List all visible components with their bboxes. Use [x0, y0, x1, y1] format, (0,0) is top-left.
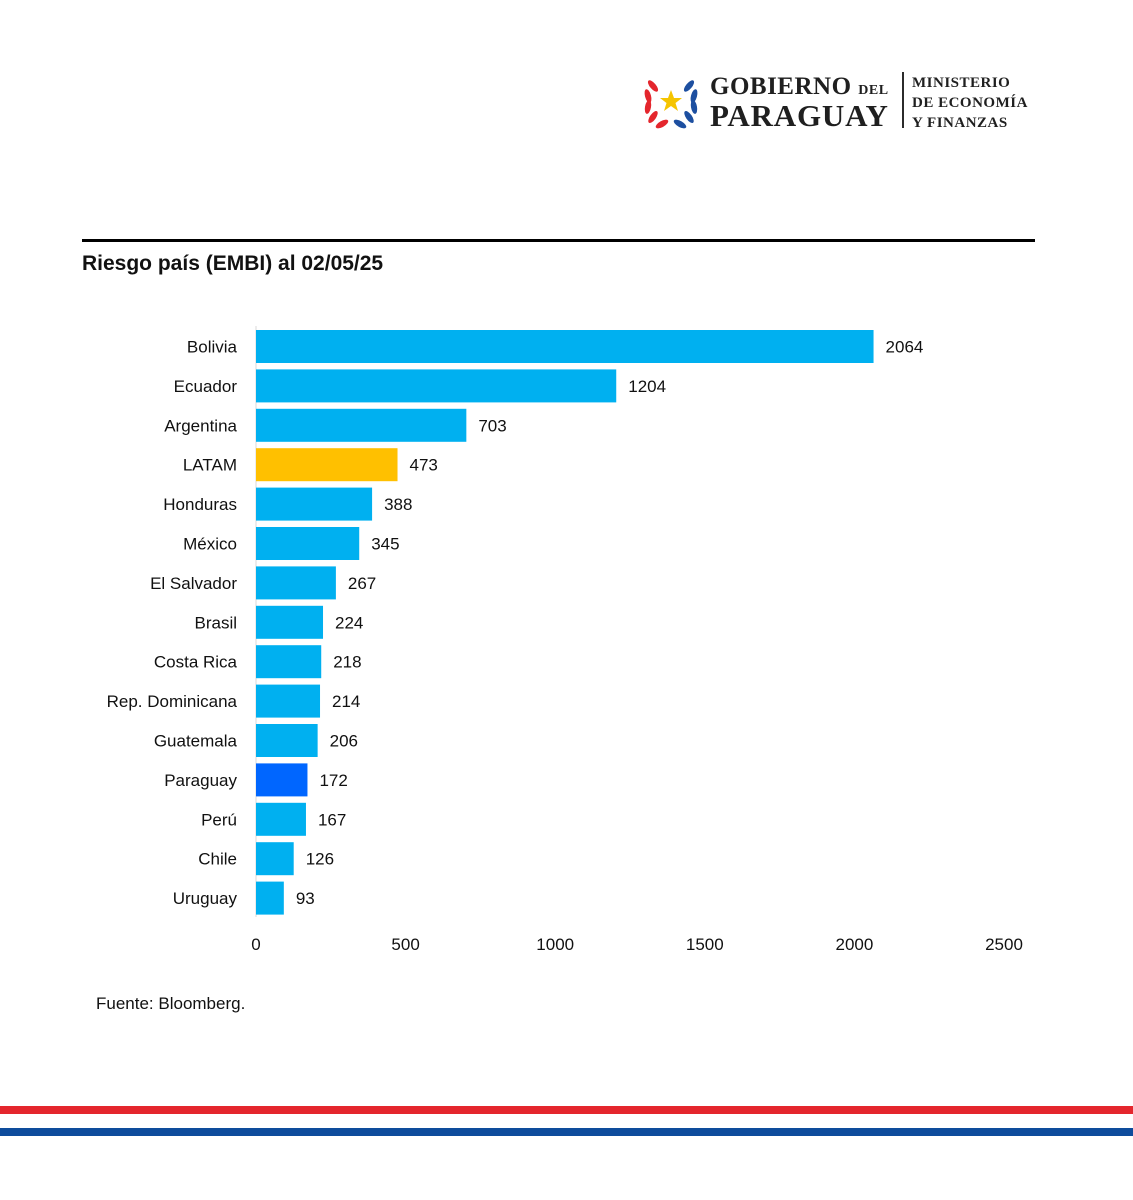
bar-4 — [256, 487, 373, 521]
category-label: Ecuador — [174, 377, 238, 396]
bar-7 — [256, 605, 324, 639]
category-label: Guatemala — [154, 732, 238, 751]
category-label: Argentina — [164, 416, 237, 435]
flag-stripe-red — [0, 1106, 1133, 1114]
category-label: Paraguay — [164, 771, 237, 790]
bar-6 — [256, 566, 336, 600]
bar-0 — [256, 330, 874, 363]
source-note: Fuente: Bloomberg. — [96, 994, 246, 1013]
flag-stripe-blue — [0, 1128, 1133, 1136]
gov-line1: GOBIERNO — [710, 73, 852, 100]
data-label: 224 — [335, 613, 363, 632]
x-tick-label: 0 — [251, 935, 260, 954]
x-tick-label: 2000 — [835, 935, 873, 954]
chart-title: Riesgo país (EMBI) al 02/05/25 — [82, 252, 384, 275]
category-label: Perú — [201, 810, 237, 829]
category-label: Brasil — [194, 613, 237, 632]
data-label: 1204 — [628, 377, 666, 396]
data-label: 214 — [332, 692, 360, 711]
bar-3 — [256, 448, 398, 482]
data-label: 126 — [306, 850, 334, 869]
gov-line1-small: DEL — [858, 83, 889, 98]
category-label: Rep. Dominicana — [107, 692, 238, 711]
ministry-name: MINISTERIO DE ECONOMÍA Y FINANZAS — [912, 73, 1028, 133]
category-label: Honduras — [163, 495, 237, 514]
data-label: 267 — [348, 574, 376, 593]
bar-12 — [256, 802, 306, 836]
bar-5 — [256, 527, 360, 560]
bar-2 — [256, 408, 467, 442]
x-tick-label: 1000 — [536, 935, 574, 954]
x-tick-label: 500 — [391, 935, 419, 954]
data-label: 218 — [333, 653, 361, 672]
category-label: Chile — [198, 850, 237, 869]
gov-line2: PARAGUAY — [710, 98, 889, 133]
data-label: 703 — [478, 416, 506, 435]
category-label: Bolivia — [187, 338, 238, 357]
ministry-line2: DE ECONOMÍA — [912, 95, 1028, 111]
data-label: 345 — [371, 535, 399, 554]
paraguay-seal-icon — [644, 80, 698, 129]
data-label: 206 — [330, 732, 358, 751]
bar-10 — [256, 724, 318, 757]
data-label: 172 — [319, 771, 347, 790]
data-label: 473 — [410, 456, 438, 475]
category-label: El Salvador — [150, 574, 237, 593]
category-label: México — [183, 535, 237, 554]
bar-13 — [256, 842, 294, 876]
data-label: 167 — [318, 810, 346, 829]
logo-divider — [902, 72, 904, 128]
category-label: Uruguay — [173, 889, 238, 908]
title-rule — [82, 239, 1035, 242]
bar-chart: Bolivia 2064 Ecuador 1204 Argentina 703 LATAM 4… — [107, 326, 1023, 954]
bar-14 — [256, 881, 284, 915]
bar-8 — [256, 645, 322, 679]
data-label: 93 — [296, 889, 315, 908]
category-label: LATAM — [183, 456, 237, 475]
bar-9 — [256, 684, 321, 718]
category-label: Costa Rica — [154, 653, 238, 672]
bar-11 — [256, 763, 308, 797]
x-tick-label: 1500 — [686, 935, 724, 954]
data-label: 388 — [384, 495, 412, 514]
government-logo: GOBIERNO DEL PARAGUAY MINISTERIO DE ECON… — [640, 70, 1040, 132]
government-name: GOBIERNO DEL PARAGUAY — [710, 74, 889, 131]
data-label: 2064 — [886, 338, 924, 357]
x-tick-label: 2500 — [985, 935, 1023, 954]
bar-1 — [256, 369, 617, 403]
ministry-line3: Y FINANZAS — [912, 115, 1008, 131]
ministry-line1: MINISTERIO — [912, 75, 1011, 91]
